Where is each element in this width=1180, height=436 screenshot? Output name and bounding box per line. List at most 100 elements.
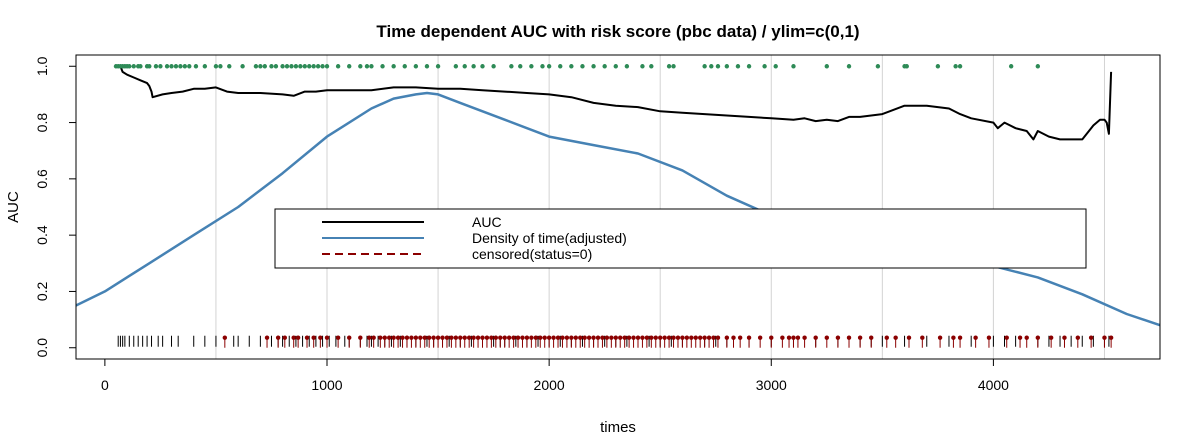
- event-point: [724, 64, 730, 69]
- censored-point: [555, 335, 561, 340]
- censored-point: [511, 335, 516, 340]
- censored-point: [466, 335, 472, 340]
- censored-point: [371, 335, 376, 340]
- censored-point: [493, 335, 499, 340]
- y-axis-title: AUC: [5, 191, 22, 223]
- event-point: [218, 64, 223, 69]
- censored-point: [769, 335, 774, 340]
- censored-point: [489, 335, 494, 340]
- event-point: [491, 64, 496, 69]
- censored-point: [484, 335, 490, 340]
- censored-point: [546, 335, 552, 340]
- censored-point: [264, 335, 270, 340]
- event-point: [957, 64, 963, 69]
- event-point: [324, 64, 330, 69]
- event-point: [138, 64, 143, 69]
- x-tick-label: 1000: [311, 377, 342, 393]
- vertical-gridlines: [215, 55, 1105, 359]
- censored-point: [680, 335, 685, 340]
- censored-point: [515, 335, 521, 340]
- x-tick-label: 0: [101, 377, 109, 393]
- censored-point: [378, 335, 383, 340]
- event-point: [953, 64, 958, 69]
- censored-point: [533, 335, 539, 340]
- event-point: [147, 64, 152, 69]
- censored-point: [431, 335, 436, 340]
- censored-point: [791, 335, 796, 340]
- event-point: [529, 64, 534, 69]
- event-point: [293, 64, 299, 69]
- censored-point: [622, 335, 627, 340]
- censored-point: [347, 335, 352, 340]
- event-point: [509, 64, 514, 69]
- censored-point: [715, 335, 721, 340]
- legend-label: Density of time(adjusted): [472, 230, 627, 246]
- censored-point: [304, 335, 310, 340]
- censored-point: [951, 335, 956, 340]
- event-point: [558, 64, 563, 69]
- x-axis-title: times: [600, 419, 636, 436]
- event-point: [746, 64, 752, 69]
- censored-point: [835, 335, 841, 340]
- event-point: [182, 64, 188, 69]
- censored-point: [604, 335, 610, 340]
- y-tick-label: 0.4: [34, 225, 50, 245]
- event-point: [253, 64, 259, 69]
- censored-point: [653, 335, 658, 340]
- event-point: [193, 64, 199, 69]
- censored-point: [1004, 335, 1009, 340]
- event-point: [213, 64, 219, 69]
- censored-point: [697, 335, 703, 340]
- censored-point: [391, 335, 396, 340]
- censored-point: [957, 335, 963, 340]
- censored-point: [689, 335, 694, 340]
- event-point: [424, 64, 430, 69]
- censored-point: [671, 335, 676, 340]
- censored-point: [295, 335, 301, 340]
- censored-point: [422, 335, 427, 340]
- censored-point: [324, 335, 330, 340]
- event-point: [471, 64, 476, 69]
- censored-point: [471, 335, 476, 340]
- censored-point: [418, 335, 423, 340]
- event-point: [875, 64, 881, 69]
- censored-point: [846, 335, 852, 340]
- y-axis: 0.0 0.2 0.4 0.6 0.8 1.0: [34, 56, 76, 357]
- legend-label: censored(status=0): [472, 246, 592, 262]
- event-point: [311, 64, 316, 69]
- event-point: [540, 64, 545, 69]
- censored-point: [582, 335, 587, 340]
- censored-point: [1088, 335, 1094, 340]
- event-point: [131, 64, 136, 69]
- censored-point: [311, 335, 316, 340]
- x-tick-label: 4000: [978, 377, 1009, 393]
- censored-point: [1048, 335, 1054, 340]
- censored-point: [222, 335, 228, 340]
- chart-title: Time dependent AUC with risk score (pbc …: [376, 22, 859, 41]
- censored-point: [560, 335, 565, 340]
- censored-point: [1024, 335, 1029, 340]
- censored-point: [613, 335, 618, 340]
- censored-point: [387, 335, 392, 340]
- censored-point: [986, 335, 992, 340]
- censored-point: [693, 335, 698, 340]
- censored-point: [569, 335, 574, 340]
- censored-point: [529, 335, 534, 340]
- censored-point: [1102, 335, 1107, 340]
- event-point: [335, 64, 341, 69]
- censored-point: [538, 335, 543, 340]
- event-point: [258, 64, 263, 69]
- censored-point: [684, 335, 690, 340]
- censored-point: [475, 335, 481, 340]
- censored-point: [520, 335, 525, 340]
- auc-line: [119, 65, 1113, 141]
- censored-point: [737, 335, 743, 340]
- censored-point: [1108, 335, 1114, 340]
- censored-point: [746, 335, 752, 340]
- censored-point: [906, 335, 912, 340]
- event-point: [302, 64, 307, 69]
- event-point: [391, 64, 396, 69]
- censored-point: [498, 335, 503, 340]
